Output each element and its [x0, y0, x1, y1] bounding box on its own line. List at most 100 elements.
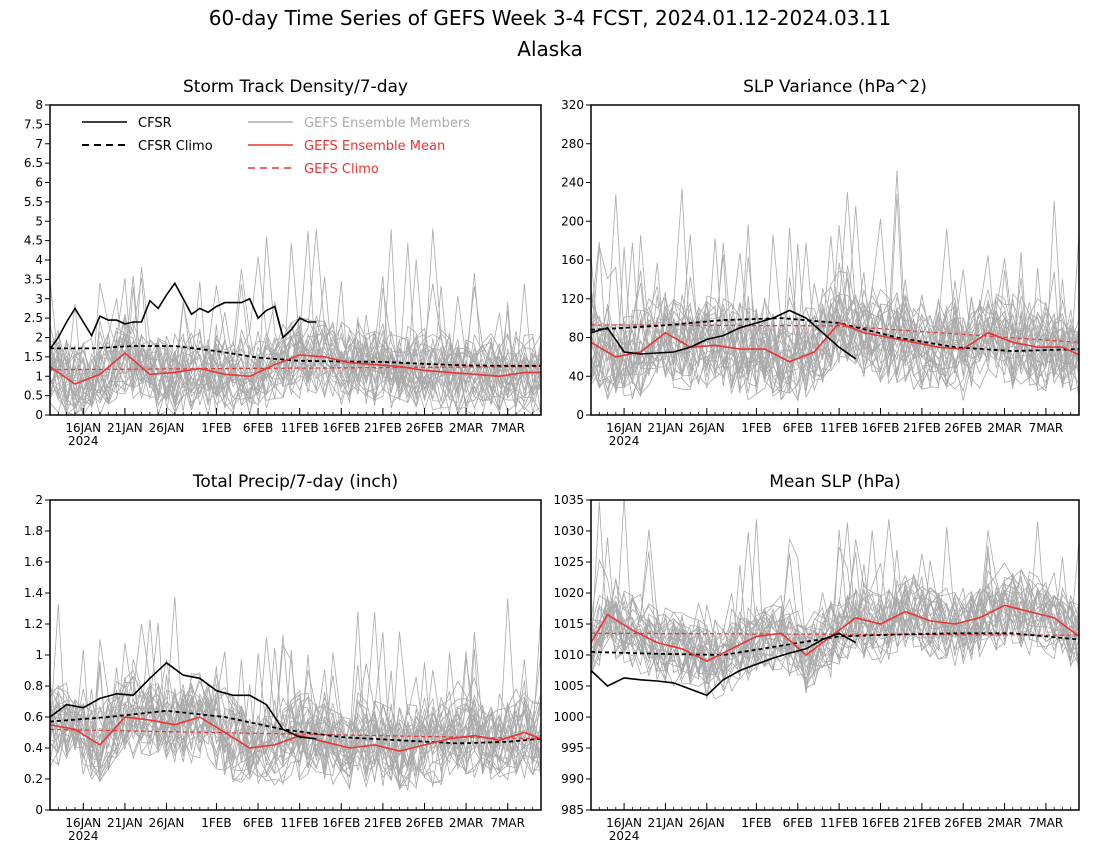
ensemble-member-line — [591, 501, 1079, 683]
y-tick-label: 3 — [35, 292, 43, 306]
y-tick-label: 1.8 — [24, 524, 43, 538]
panel-title: Mean SLP (hPa) — [769, 472, 901, 492]
x-tick-label: 21FEB — [903, 421, 941, 435]
panel-title: Storm Track Density/7-day — [183, 77, 408, 97]
y-tick-label: 40 — [569, 369, 584, 383]
ensemble-member-line — [591, 242, 1079, 392]
ensemble-member-line — [50, 285, 541, 397]
x-tick-label: 26JAN — [689, 816, 725, 830]
ensemble-member-line — [591, 279, 1079, 390]
panel-3: Total Precip/7-day (inch)00.20.40.60.811… — [24, 472, 542, 843]
panel-title: Total Precip/7-day (inch) — [192, 472, 398, 492]
x-year-label: 2024 — [68, 434, 99, 448]
y-tick-label: 985 — [561, 803, 584, 817]
y-tick-label: 80 — [569, 331, 584, 345]
figure-subtitle: Alaska — [517, 37, 582, 61]
y-tick-label: 5 — [35, 214, 43, 228]
series-gefs-climo-line — [50, 366, 541, 371]
ensemble-member-line — [50, 637, 541, 773]
x-tick-label: 21JAN — [648, 816, 684, 830]
x-tick-label: 16JAN — [606, 421, 642, 435]
series-gefs-climo-line — [591, 632, 1079, 636]
x-tick-label: 6FEB — [243, 421, 273, 435]
y-tick-label: 0 — [576, 408, 584, 422]
y-tick-label: 6 — [35, 176, 43, 190]
series-cfsr-line — [50, 281, 317, 350]
y-tick-label: 0.4 — [24, 741, 43, 755]
y-tick-label: 0.2 — [24, 772, 43, 786]
x-tick-label: 26JAN — [689, 421, 725, 435]
ensemble-member-line — [50, 335, 541, 415]
plot-area — [50, 228, 541, 415]
y-tick-label: 4 — [35, 253, 43, 267]
x-tick-label: 16FEB — [322, 816, 360, 830]
x-tick-label: 21JAN — [107, 421, 143, 435]
x-tick-label: 1FEB — [201, 421, 231, 435]
series-cfsr-line — [591, 632, 857, 697]
ensemble-member-line — [50, 631, 541, 775]
ensemble-member-line — [591, 529, 1079, 680]
x-tick-label: 1FEB — [201, 816, 231, 830]
panel-title: SLP Variance (hPa^2) — [743, 77, 927, 97]
x-tick-label: 7MAR — [1029, 816, 1064, 830]
ensemble-member-line — [50, 666, 541, 780]
y-tick-label: 3.5 — [24, 272, 43, 286]
x-tick-label: 21JAN — [648, 421, 684, 435]
x-tick-label: 6FEB — [783, 421, 813, 435]
x-tick-label: 16JAN — [606, 816, 642, 830]
ensemble-member-line — [50, 667, 541, 790]
plot-area — [591, 170, 1079, 402]
legend-label-gefs-climo: GEFS Climo — [304, 162, 379, 177]
x-tick-label: 7MAR — [490, 816, 525, 830]
x-tick-label: 21FEB — [364, 816, 402, 830]
x-tick-label: 21FEB — [364, 421, 402, 435]
series-ensemble-mean-line — [591, 322, 1079, 363]
y-tick-label: 0 — [35, 803, 43, 817]
panel-4: Mean SLP (hPa) 985 990 995 1000 1005 1010 1015 1… — [553, 472, 1080, 843]
ensemble-member-line — [50, 651, 541, 792]
y-tick-label: 1015 — [553, 617, 584, 631]
ensemble-member-line — [50, 230, 541, 408]
x-tick-label: 11FEB — [820, 421, 858, 435]
x-tick-label: 1FEB — [741, 421, 771, 435]
y-tick-label: 1025 — [553, 555, 584, 569]
y-tick-label: 120 — [561, 292, 584, 306]
y-tick-label: 0 — [35, 408, 43, 422]
y-tick-label: 200 — [561, 214, 584, 228]
y-tick-label: 1035 — [553, 493, 584, 507]
figure-title: 60-day Time Series of GEFS Week 3-4 FCST… — [209, 6, 891, 30]
y-tick-label: 1000 — [553, 710, 584, 724]
x-tick-label: 11FEB — [281, 816, 319, 830]
y-tick-label: 4.5 — [24, 234, 43, 248]
series-cfsr-climo-line — [50, 709, 541, 745]
x-tick-label: 6FEB — [783, 816, 813, 830]
y-tick-label: 160 — [561, 253, 584, 267]
ensemble-member-line — [50, 675, 541, 766]
ensemble-member-line — [591, 538, 1079, 687]
x-year-label: 2024 — [68, 829, 99, 843]
x-tick-label: 16FEB — [322, 421, 360, 435]
y-tick-label: 1.4 — [24, 586, 43, 600]
legend-label-cfsr-climo: CFSR Climo — [138, 139, 213, 154]
plot-area — [591, 500, 1079, 700]
x-tick-label: 16FEB — [861, 816, 899, 830]
y-tick-label: 240 — [561, 176, 584, 190]
y-tick-label: 2 — [35, 331, 43, 345]
y-tick-label: 1010 — [553, 648, 584, 662]
x-tick-label: 26FEB — [944, 421, 982, 435]
series-ensemble-mean-line — [50, 716, 541, 752]
y-tick-label: 1 — [35, 648, 43, 662]
y-tick-label: 1.6 — [24, 555, 43, 569]
x-tick-label: 16JAN — [65, 816, 101, 830]
ensemble-member-line — [50, 660, 541, 788]
x-tick-label: 6FEB — [243, 816, 273, 830]
ensemble-member-line — [50, 242, 541, 415]
ensemble-member-line — [591, 280, 1079, 392]
y-tick-label: 0.5 — [24, 389, 43, 403]
ensemble-member-line — [50, 276, 541, 415]
x-tick-label: 2MAR — [987, 816, 1022, 830]
x-tick-label: 7MAR — [1029, 421, 1064, 435]
series-cfsr-line — [591, 309, 857, 360]
